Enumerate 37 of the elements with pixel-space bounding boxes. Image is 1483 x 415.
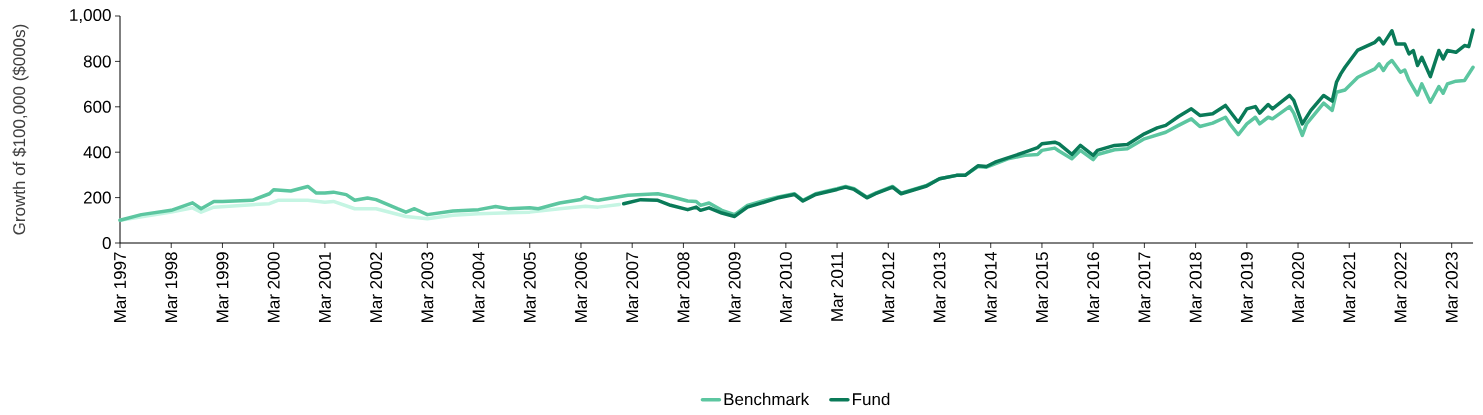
y-tick-label: 0 bbox=[102, 236, 111, 250]
y-axis-title: Growth of $100,000 ($000s) bbox=[12, 24, 29, 235]
x-tick-label: Mar 2011 bbox=[831, 252, 844, 321]
x-tick-label: Mar 2014 bbox=[984, 252, 997, 322]
y-tick-label: 1,000 bbox=[70, 8, 111, 24]
x-tick-label: Mar 2017 bbox=[1138, 252, 1151, 322]
line-series bbox=[621, 28, 1475, 219]
x-tick-label: Mar 2009 bbox=[728, 252, 741, 322]
x-tick-label: Mar 2015 bbox=[1035, 252, 1048, 322]
x-tick-label: Mar 2005 bbox=[523, 252, 536, 322]
x-tick-label: Mar 2003 bbox=[421, 252, 434, 322]
x-tick-label: Mar 2006 bbox=[574, 252, 587, 322]
x-tick-label: Mar 2021 bbox=[1343, 252, 1356, 322]
x-tick-label: Mar 1999 bbox=[216, 252, 229, 322]
x-tick-label: Mar 2001 bbox=[318, 252, 331, 322]
x-tick-label: Mar 2016 bbox=[1087, 252, 1100, 322]
y-tick-label: 600 bbox=[83, 100, 111, 113]
x-tick-label: Mar 2007 bbox=[626, 252, 639, 322]
x-tick-label: Mar 2002 bbox=[370, 252, 383, 322]
x-tick-label: Mar 2012 bbox=[882, 252, 895, 322]
x-tick-label: Mar 2020 bbox=[1292, 252, 1305, 322]
y-tick-label: 400 bbox=[83, 146, 111, 159]
x-tick-label: Mar 1997 bbox=[113, 252, 127, 322]
x-tick-label: Mar 2013 bbox=[933, 252, 946, 322]
x-tick-label: Mar 2022 bbox=[1394, 252, 1407, 322]
legend-label: Benchmark bbox=[724, 392, 810, 406]
y-tick-label: 800 bbox=[83, 55, 111, 68]
x-tick-label: Mar 2010 bbox=[779, 252, 792, 322]
x-tick-label: Mar 2004 bbox=[472, 252, 485, 322]
x-tick-label: Mar 1998 bbox=[165, 252, 178, 322]
y-tick-label: 200 bbox=[83, 191, 111, 204]
x-tick-label: Mar 2000 bbox=[267, 252, 280, 322]
x-tick-label: Mar 2008 bbox=[677, 252, 690, 322]
x-tick-label: Mar 2019 bbox=[1240, 252, 1253, 322]
x-tick-label: Mar 2018 bbox=[1189, 252, 1202, 322]
x-tick-label: Mar 2023 bbox=[1445, 252, 1458, 322]
legend-label: Fund bbox=[853, 392, 890, 406]
